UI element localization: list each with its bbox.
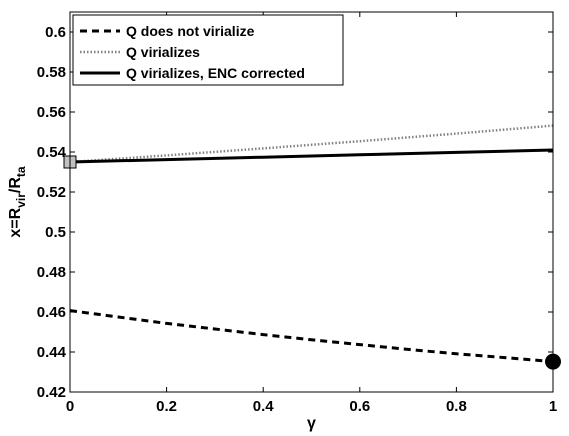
legend: Q does not virialize Q virializes Q viri… xyxy=(72,14,344,86)
x-tick-label: 0 xyxy=(66,398,74,415)
series-line-q-does-not-virialize xyxy=(69,309,554,364)
marker-layer xyxy=(63,155,561,370)
y-axis-label-sub2: ta xyxy=(14,166,28,177)
plot-frame xyxy=(69,11,554,393)
x-tick-label: 0.4 xyxy=(253,398,275,415)
tick-layer: 0 0.2 0.4 0.6 0.8 1 0.42 0.44 0.46 0.48 0.5 0.52 0.5… xyxy=(37,12,557,415)
x-tick-label: 0.8 xyxy=(446,398,467,415)
y-tick-label: 0.54 xyxy=(37,144,67,161)
legend-label-q-virializes-enc-corrected: Q virializes, ENC corrected xyxy=(126,65,305,81)
x-tick-label: 0.6 xyxy=(349,398,370,415)
y-axis-label-main: x=R xyxy=(7,207,24,237)
series-line-q-virializes-enc-corrected xyxy=(69,148,554,164)
y-tick-label: 0.6 xyxy=(45,24,66,41)
y-tick-label: 0.48 xyxy=(37,264,66,281)
y-tick-label: 0.52 xyxy=(37,184,66,201)
y-tick-label: 0.58 xyxy=(37,64,66,81)
x-axis-label: γ xyxy=(307,415,316,432)
x-tick-label: 1 xyxy=(549,398,557,415)
legend-label-q-virializes: Q virializes xyxy=(126,44,200,60)
series-line-q-virializes xyxy=(69,124,554,164)
series-layer xyxy=(69,124,554,364)
x-tick-label: 0.2 xyxy=(156,398,177,415)
y-tick-label: 0.5 xyxy=(45,224,66,241)
y-tick-label: 0.42 xyxy=(37,384,66,401)
y-axis-label-sub1: vir xyxy=(14,193,28,208)
y-tick-label: 0.56 xyxy=(37,104,66,121)
y-tick-label: 0.44 xyxy=(37,344,67,361)
y-tick-label: 0.46 xyxy=(37,304,66,321)
legend-label-q-does-not-virialize: Q does not virialize xyxy=(126,23,255,39)
y-axis-label: x=Rvir/Rta xyxy=(7,166,28,237)
y-axis-label-sep: /R xyxy=(7,177,24,193)
